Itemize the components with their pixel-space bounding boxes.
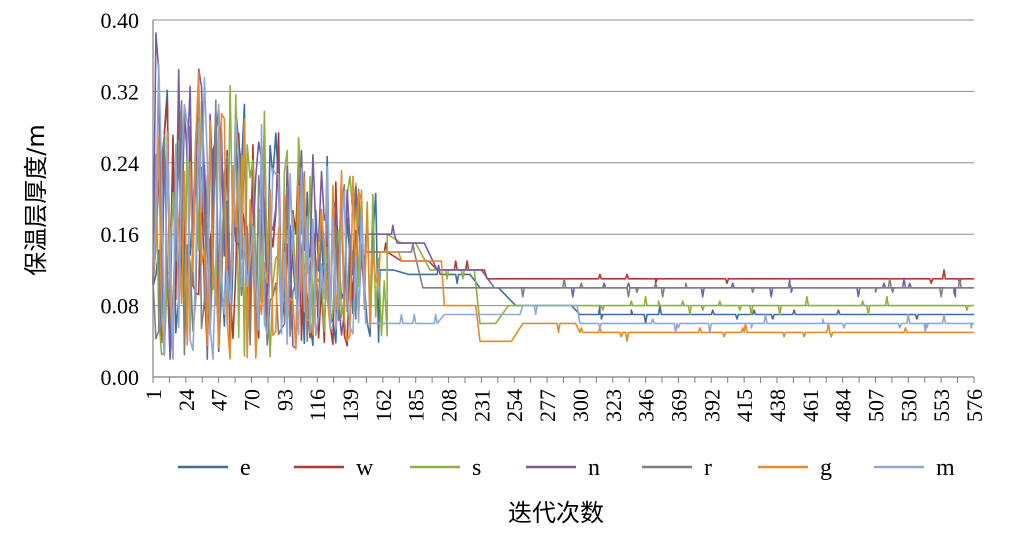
x-tick-label: 461 <box>798 389 823 422</box>
x-tick-label: 576 <box>962 389 987 422</box>
legend-label-e: e <box>240 455 251 481</box>
x-axis-title: 迭代次数 <box>508 499 604 527</box>
x-tick-label: 553 <box>929 389 954 422</box>
x-tick-label: 24 <box>174 389 199 411</box>
y-tick-label: 0.16 <box>101 222 140 247</box>
x-tick-label: 116 <box>305 389 330 421</box>
x-tick-label: 369 <box>666 389 691 422</box>
legend-label-r: r <box>704 455 712 481</box>
x-tick-label: 70 <box>240 389 265 411</box>
grid-lines <box>153 19 974 307</box>
x-tick-label: 231 <box>469 389 494 422</box>
y-tick-labels: 0.00 0.08 0.16 0.24 0.32 0.40 <box>101 8 140 390</box>
legend-label-m: m <box>936 455 955 481</box>
legend-label-n: n <box>588 455 600 481</box>
x-tick-label: 185 <box>404 389 429 422</box>
x-tick-label: 392 <box>699 389 724 422</box>
x-tick-label: 415 <box>732 389 757 422</box>
x-tick-label: 346 <box>634 389 659 422</box>
x-tick-label: 139 <box>338 389 363 422</box>
y-tick-label: 0.24 <box>101 151 140 176</box>
x-tick-label: 208 <box>437 389 462 422</box>
x-tick-label: 530 <box>896 389 921 422</box>
axes <box>152 20 975 383</box>
x-tick-label: 254 <box>502 389 527 422</box>
legend-label-w: w <box>356 455 374 481</box>
series-line-m <box>152 63 974 360</box>
x-tick-label: 93 <box>272 389 297 411</box>
x-tick-label: 1 <box>141 389 166 400</box>
y-tick-label: 0.40 <box>101 8 140 33</box>
y-axis-title: 保温层厚度/m <box>22 124 50 275</box>
y-tick-label: 0.00 <box>101 365 140 390</box>
x-tick-label: 300 <box>568 389 593 422</box>
series-line-r <box>152 99 974 357</box>
x-tick-label: 438 <box>765 389 790 422</box>
x-tick-labels: 1 24 47 70 93 116 139 162 185 208 231 254 277 300 323 3… <box>141 389 987 422</box>
x-tick-label: 277 <box>535 389 560 422</box>
series-lines <box>152 32 974 360</box>
x-tick-label: 323 <box>601 389 626 422</box>
y-tick-label: 0.08 <box>101 294 140 319</box>
x-tick-label: 484 <box>831 389 856 422</box>
legend-label-g: g <box>820 455 832 481</box>
y-tick-label: 0.32 <box>101 79 140 104</box>
x-tick-label: 507 <box>863 389 888 422</box>
legend-label-s: s <box>472 455 481 481</box>
x-tick-label: 47 <box>207 389 232 411</box>
x-tick-label: 162 <box>371 389 396 422</box>
